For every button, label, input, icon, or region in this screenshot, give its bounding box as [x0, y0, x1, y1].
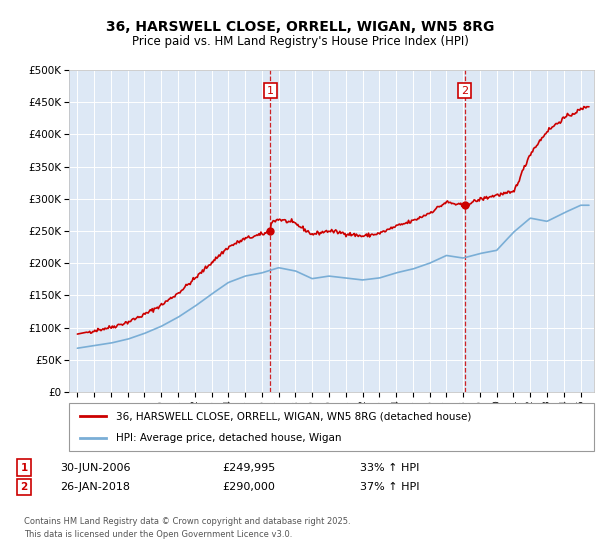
Text: £290,000: £290,000 — [222, 482, 275, 492]
Text: 37% ↑ HPI: 37% ↑ HPI — [360, 482, 419, 492]
Text: Contains HM Land Registry data © Crown copyright and database right 2025.: Contains HM Land Registry data © Crown c… — [24, 517, 350, 526]
Text: 2: 2 — [20, 482, 28, 492]
Text: 2: 2 — [461, 86, 468, 96]
Text: 1: 1 — [267, 86, 274, 96]
Text: Price paid vs. HM Land Registry's House Price Index (HPI): Price paid vs. HM Land Registry's House … — [131, 35, 469, 48]
Text: 36, HARSWELL CLOSE, ORRELL, WIGAN, WN5 8RG (detached house): 36, HARSWELL CLOSE, ORRELL, WIGAN, WN5 8… — [116, 411, 472, 421]
Text: This data is licensed under the Open Government Licence v3.0.: This data is licensed under the Open Gov… — [24, 530, 292, 539]
FancyBboxPatch shape — [69, 403, 594, 451]
Text: 26-JAN-2018: 26-JAN-2018 — [60, 482, 130, 492]
Text: £249,995: £249,995 — [222, 463, 275, 473]
Text: HPI: Average price, detached house, Wigan: HPI: Average price, detached house, Wiga… — [116, 433, 342, 443]
Text: 30-JUN-2006: 30-JUN-2006 — [60, 463, 131, 473]
Text: 36, HARSWELL CLOSE, ORRELL, WIGAN, WN5 8RG: 36, HARSWELL CLOSE, ORRELL, WIGAN, WN5 8… — [106, 20, 494, 34]
Text: 33% ↑ HPI: 33% ↑ HPI — [360, 463, 419, 473]
Text: 1: 1 — [20, 463, 28, 473]
